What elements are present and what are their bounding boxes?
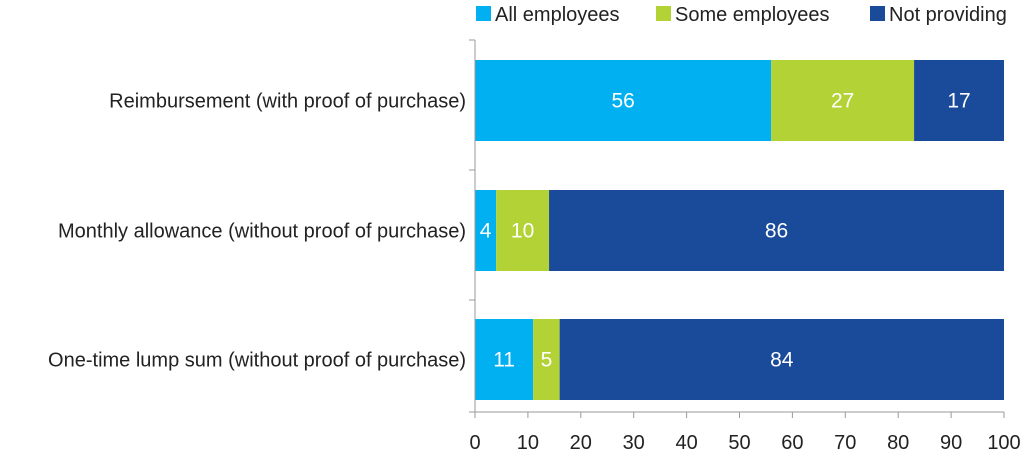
bar-not-providing-3: [559, 319, 1004, 400]
bar-all-employees-2: [475, 190, 497, 271]
legend: All employees Some employees Not providing: [476, 4, 1007, 26]
legend-swatch-not-providing: [870, 6, 885, 21]
y-axis: Reimbursement (with proof of purchase) Mo…: [48, 39, 476, 413]
legend-label-not-providing: Not providing: [889, 4, 1007, 26]
bars: 56 27 17 4 10 86 11 5 84: [475, 60, 1004, 400]
legend-swatch-all-employees: [476, 6, 491, 21]
bar-some-employees-2: [496, 190, 550, 271]
data-label-all-employees-2: 4: [480, 220, 492, 243]
data-label-not-providing-3: 84: [770, 349, 794, 372]
data-label-some-employees-1: 27: [831, 90, 854, 113]
bar-not-providing-1: [914, 60, 1004, 141]
legend-label-all-employees: All employees: [495, 4, 620, 26]
data-label-all-employees-3: 11: [493, 349, 515, 372]
x-tick-label-60: 60: [781, 432, 803, 454]
category-label-1: Reimbursement (with proof of purchase): [109, 91, 466, 113]
x-tick-label-10: 10: [517, 432, 539, 454]
legend-label-some-employees: Some employees: [675, 4, 830, 26]
data-label-some-employees-2: 10: [511, 220, 534, 243]
bar-some-employees-3: [533, 319, 560, 400]
x-tick-label-30: 30: [623, 432, 645, 454]
x-tick-label-90: 90: [940, 432, 962, 454]
x-tick-label-0: 0: [469, 432, 480, 454]
legend-swatch-some-employees: [656, 6, 671, 21]
x-tick-label-50: 50: [728, 432, 750, 454]
x-tick-label-70: 70: [834, 432, 856, 454]
data-label-not-providing-2: 86: [765, 220, 788, 243]
x-axis: 0 10 20 30 40 50 60 70 80 90 100: [469, 411, 1021, 454]
category-label-2: Monthly allowance (without proof of purc…: [58, 221, 466, 243]
bar-all-employees-1: [475, 60, 772, 141]
category-label-3: One-time lump sum (without proof of purc…: [48, 350, 466, 372]
bar-some-employees-1: [771, 60, 915, 141]
x-tick-label-100: 100: [987, 432, 1020, 454]
bar-not-providing-2: [549, 190, 1004, 271]
x-tick-label-80: 80: [887, 432, 909, 454]
bar-all-employees-3: [475, 319, 534, 400]
data-label-some-employees-3: 5: [541, 349, 553, 372]
x-tick-label-40: 40: [675, 432, 697, 454]
data-label-all-employees-1: 56: [611, 90, 634, 113]
data-label-not-providing-1: 17: [947, 90, 970, 113]
x-tick-label-20: 20: [570, 432, 592, 454]
